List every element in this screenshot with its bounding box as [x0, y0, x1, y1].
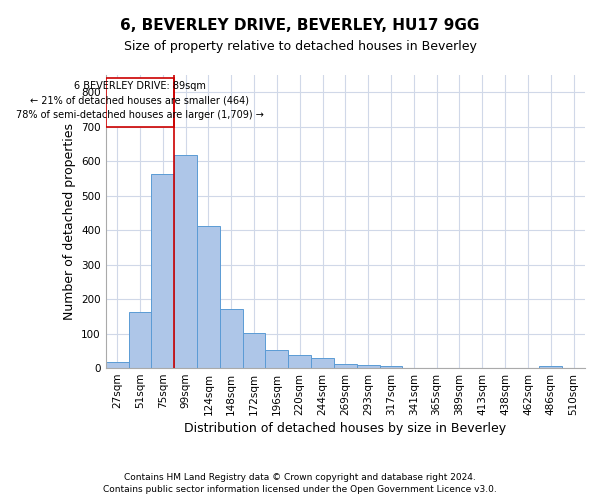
Bar	[106, 362, 128, 368]
Text: Contains public sector information licensed under the Open Government Licence v3: Contains public sector information licen…	[103, 485, 497, 494]
Bar	[220, 310, 242, 368]
Bar	[539, 366, 562, 368]
Bar	[128, 312, 151, 368]
Bar	[289, 355, 311, 368]
Y-axis label: Number of detached properties: Number of detached properties	[62, 123, 76, 320]
Text: 6 BEVERLEY DRIVE: 89sqm: 6 BEVERLEY DRIVE: 89sqm	[74, 81, 206, 91]
Text: Size of property relative to detached houses in Beverley: Size of property relative to detached ho…	[124, 40, 476, 53]
X-axis label: Distribution of detached houses by size in Beverley: Distribution of detached houses by size …	[184, 422, 506, 435]
Bar	[380, 366, 403, 368]
Bar	[106, 78, 174, 128]
Text: Contains HM Land Registry data © Crown copyright and database right 2024.: Contains HM Land Registry data © Crown c…	[124, 472, 476, 482]
Text: 6, BEVERLEY DRIVE, BEVERLEY, HU17 9GG: 6, BEVERLEY DRIVE, BEVERLEY, HU17 9GG	[121, 18, 479, 32]
Bar	[174, 155, 197, 368]
Bar	[197, 226, 220, 368]
Bar	[334, 364, 357, 368]
Bar	[311, 358, 334, 368]
Bar	[357, 364, 380, 368]
Text: ← 21% of detached houses are smaller (464): ← 21% of detached houses are smaller (46…	[31, 96, 250, 106]
Text: 78% of semi-detached houses are larger (1,709) →: 78% of semi-detached houses are larger (…	[16, 110, 264, 120]
Bar	[151, 174, 174, 368]
Bar	[242, 332, 265, 368]
Bar	[265, 350, 289, 368]
